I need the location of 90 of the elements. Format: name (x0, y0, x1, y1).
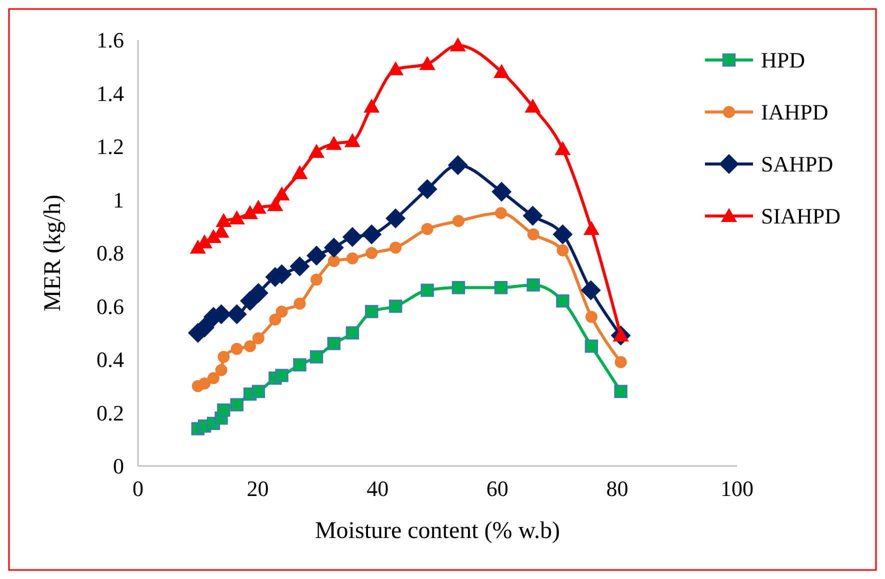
point (362, 224, 382, 244)
point (583, 221, 600, 236)
point (364, 98, 380, 113)
point (450, 37, 466, 52)
y-tick-label: 1.4 (96, 80, 124, 106)
point (207, 372, 220, 384)
point (494, 281, 508, 294)
point (269, 314, 282, 326)
point (420, 284, 434, 297)
point (614, 356, 627, 368)
legend-label: IAHPD (761, 100, 828, 124)
point (198, 377, 210, 390)
point (494, 207, 507, 220)
point (386, 208, 406, 228)
point (388, 300, 402, 313)
point (344, 133, 360, 148)
y-axis-title: MER (kg/h) (40, 194, 66, 312)
point (421, 223, 434, 236)
x-tick-label: 100 (720, 476, 754, 501)
point (310, 350, 324, 364)
x-tick-label: 40 (366, 476, 389, 501)
point (292, 165, 308, 180)
point (365, 304, 378, 318)
point (346, 326, 360, 340)
point (342, 227, 362, 248)
point (215, 364, 228, 376)
point (293, 358, 306, 372)
legend-label: HPD (761, 48, 806, 72)
point (228, 210, 245, 224)
point (556, 244, 569, 256)
y-tick-label: 0.8 (96, 240, 124, 266)
y-tick-label: 1.2 (96, 134, 124, 159)
y-tick-label: 0.2 (96, 400, 124, 426)
y-tick-label: 0.4 (96, 347, 124, 372)
point (294, 298, 306, 310)
y-tick-label: 0 (113, 454, 124, 478)
y-tick-label: 0.6 (96, 294, 124, 319)
legend-label: SIAHPD (761, 204, 840, 228)
point (552, 224, 573, 244)
x-tick-label: 20 (246, 476, 269, 501)
point (248, 282, 268, 303)
point (327, 336, 340, 350)
x-tick-label: 60 (486, 476, 508, 501)
point (244, 340, 256, 352)
point (527, 228, 540, 240)
point (230, 398, 244, 412)
point (492, 182, 512, 202)
point (217, 403, 230, 417)
x-axis-title: Moisture content (% w.b) (314, 518, 560, 544)
x-tick-label: 80 (606, 476, 628, 501)
point (346, 252, 358, 264)
point (452, 281, 466, 294)
point (526, 278, 540, 292)
point (326, 136, 342, 150)
point (290, 256, 310, 276)
point (448, 155, 468, 176)
point (275, 368, 288, 382)
point (452, 215, 464, 228)
point (306, 246, 326, 266)
y-tick-label: 1.6 (96, 28, 124, 52)
point (554, 141, 571, 156)
point (556, 294, 570, 308)
point (585, 310, 598, 323)
point (308, 144, 324, 158)
point (252, 384, 265, 398)
point (324, 238, 344, 258)
point (614, 384, 628, 398)
point (276, 306, 288, 318)
point (216, 213, 232, 228)
point (522, 206, 543, 226)
x-tick-label: 0 (132, 476, 144, 501)
point (328, 254, 340, 267)
point (366, 247, 378, 259)
point (267, 197, 284, 212)
point (417, 179, 438, 200)
point (252, 332, 264, 344)
point (242, 205, 258, 220)
point (390, 242, 402, 254)
point (310, 274, 322, 286)
point (524, 98, 541, 113)
point (494, 64, 510, 78)
point (218, 350, 230, 363)
point (584, 340, 598, 353)
point (580, 280, 601, 300)
y-tick-label: 1 (113, 187, 124, 212)
legend-label: SAHPD (761, 152, 834, 176)
point (388, 61, 404, 76)
point (274, 186, 290, 200)
point (419, 56, 436, 70)
point (230, 342, 243, 355)
